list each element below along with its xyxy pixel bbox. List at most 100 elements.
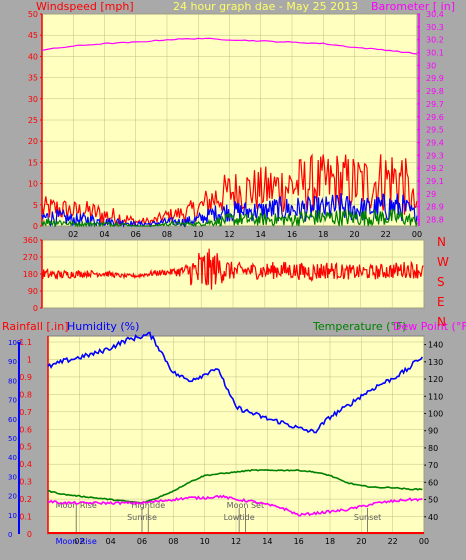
wind-x-tick-label: 18 <box>318 230 328 239</box>
rainfall-y-tick-label: 0.9 <box>19 373 32 382</box>
wind-x-tick-label: 16 <box>287 230 297 239</box>
compass-direction-label: S <box>437 275 445 289</box>
gust-series-line <box>41 153 418 227</box>
humidity-y-tick-label: 40 <box>8 454 17 462</box>
wind-y-tick-label: 50 <box>28 10 38 19</box>
temperature-y-tick-label: 140 <box>428 341 443 350</box>
event-marker-label: Hightide <box>131 501 165 510</box>
temperature-series-line <box>47 468 423 504</box>
wind-y-tick-label: 0 <box>33 222 38 231</box>
humidity-x-tick-label: 06 <box>137 537 147 546</box>
humidity-x-tick-label: 12 <box>231 537 241 546</box>
rainfall-axis-title: Rainfall [.in] <box>2 320 69 333</box>
wind-y-tick-label: 30 <box>28 95 38 104</box>
barometer-y-tick-label: 29 <box>426 190 436 199</box>
humidity-y-tick-label: 10 <box>8 512 17 520</box>
rainfall-y-tick-label: 0 <box>27 530 32 539</box>
humidity-x-tick-label: 00 <box>419 537 429 546</box>
wind-y-tick-label: 45 <box>28 31 38 40</box>
event-marker-label: Sunrise <box>127 513 157 522</box>
barometer-y-tick-label: 29.5 <box>426 126 444 135</box>
barometer-y-tick-label: 28.9 <box>426 203 444 212</box>
rainfall-y-tick-label: 0.5 <box>19 443 32 452</box>
barometer-y-tick-label: 30.2 <box>426 36 444 45</box>
direction-y-tick-label: 270 <box>23 253 38 262</box>
temperature-y-tick-label: 50 <box>428 496 438 505</box>
barometer-y-tick-label: 28.8 <box>426 216 444 225</box>
rainfall-y-tick-label: 0.2 <box>19 495 32 504</box>
barometer-y-tick-label: 30.1 <box>426 49 444 58</box>
barometer-series-line <box>41 37 418 55</box>
compass-direction-label: E <box>437 295 445 309</box>
barometer-y-tick-label: 29.9 <box>426 74 444 83</box>
barometer-y-tick-label: 29.2 <box>426 164 444 173</box>
humidity-x-tick-label: 02 <box>74 537 84 546</box>
wind-x-tick-label: 06 <box>131 230 141 239</box>
humidity-x-tick-label: 14 <box>262 537 272 546</box>
temperature-y-tick-label: 80 <box>428 444 438 453</box>
barometer-y-tick-label: 30 <box>426 61 436 70</box>
humidity-x-tick-label: 04 <box>106 537 116 546</box>
wind-y-tick-label: 20 <box>28 137 38 146</box>
humidity-y-tick-label: 30 <box>8 473 17 481</box>
humidity-y-tick-label: 0 <box>8 531 12 539</box>
direction-y-tick-label: 180 <box>23 270 38 279</box>
wind-y-tick-label: 35 <box>28 74 38 83</box>
temperature-y-tick-label: 120 <box>428 375 443 384</box>
direction-y-tick-label: 90 <box>28 287 38 296</box>
barometer-y-tick-label: 30.3 <box>426 23 444 32</box>
wind-y-tick-label: 40 <box>28 52 38 61</box>
wind-x-tick-label: 12 <box>224 230 234 239</box>
humidity-y-tick-label: 70 <box>8 397 17 405</box>
humidity-x-tick-label: 22 <box>388 537 398 546</box>
humidity-series-line <box>47 331 424 434</box>
wind-x-tick-label: 00 <box>412 230 422 239</box>
direction-y-tick-label: 360 <box>23 236 38 245</box>
humidity-y-tick-label: 80 <box>8 377 17 385</box>
barometer-y-tick-label: 30.4 <box>426 10 444 19</box>
wind-y-tick-label: 15 <box>28 158 38 167</box>
humidity-x-tick-label: 10 <box>200 537 210 546</box>
temperature-axis-title: Temperature (°F) <box>312 320 407 333</box>
barometer-y-tick-label: 29.1 <box>426 177 444 186</box>
wind-x-tick-label: 08 <box>162 230 172 239</box>
barometer-y-tick-label: 29.8 <box>426 87 444 96</box>
compass-direction-label: N <box>437 235 446 249</box>
temperature-y-tick-label: 110 <box>428 392 443 401</box>
rainfall-y-tick-label: 0.1 <box>19 513 32 522</box>
compass-direction-label: W <box>437 255 449 269</box>
wind-x-tick-label: 02 <box>68 230 78 239</box>
humidity-axis-title: Humidity (%) <box>67 320 139 333</box>
graph-title: 24 hour graph dae - May 25 2013 <box>173 0 358 13</box>
rainfall-y-tick-label: 0.8 <box>19 390 32 399</box>
moonrise-axis-label: Moon Rise <box>56 537 97 546</box>
temperature-y-tick-label: 40 <box>428 513 438 522</box>
wind-series-line <box>41 193 418 228</box>
rainfall-y-tick-label: 0.4 <box>19 460 32 469</box>
event-marker-label: Moon Rise <box>56 501 97 510</box>
humidity-y-tick-label: 50 <box>8 435 17 443</box>
humidity-y-tick-label: 20 <box>8 493 17 501</box>
event-marker-label: Sunset <box>354 513 381 522</box>
rainfall-y-tick-label: 1.1 <box>19 338 32 347</box>
windspeed-axis-title: Windspeed [mph] <box>36 0 134 13</box>
wind-x-tick-label: 14 <box>256 230 266 239</box>
humidity-y-tick-label: 60 <box>8 416 17 424</box>
wind-x-tick-label: 10 <box>193 230 203 239</box>
humidity-x-tick-label: 08 <box>168 537 178 546</box>
wind-x-tick-label: 04 <box>99 230 109 239</box>
temperature-y-tick-label: 70 <box>428 461 438 470</box>
temperature-y-tick-label: 130 <box>428 358 443 367</box>
rainfall-y-tick-label: 1 <box>27 355 32 364</box>
barometer-y-tick-label: 29.7 <box>426 100 444 109</box>
event-marker-label: Lowtide <box>224 513 255 522</box>
humidity-y-tick-label: 100 <box>8 339 21 347</box>
rainfall-y-tick-label: 0.3 <box>19 478 32 487</box>
humidity-x-tick-label: 18 <box>325 537 335 546</box>
humidity-y-tick-label: 90 <box>8 358 17 366</box>
compass-direction-label: N <box>437 315 446 329</box>
wind-y-tick-label: 10 <box>28 180 38 189</box>
